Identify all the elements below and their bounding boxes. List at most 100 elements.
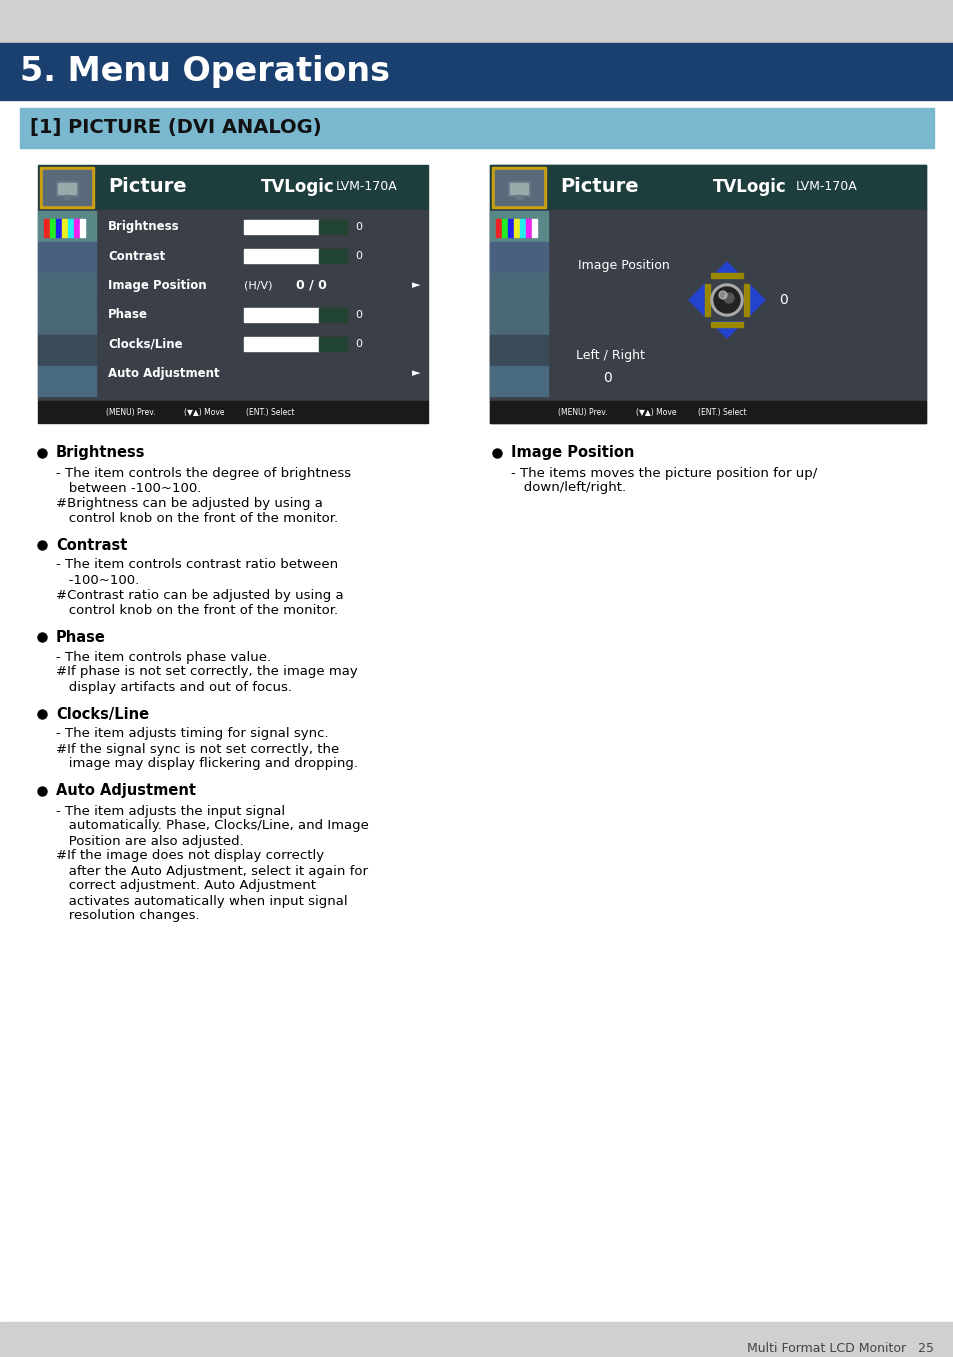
Bar [490,273,547,303]
Text: (▼▲) Move: (▼▲) Move [184,407,224,417]
Bar [74,218,79,237]
Bar [58,183,76,194]
Text: #Contrast ratio can be adjusted by using a: #Contrast ratio can be adjusted by using… [56,589,343,601]
Text: TVLogic: TVLogic [712,178,786,195]
Text: #If phase is not set correctly, the image may: #If phase is not set correctly, the imag… [56,665,357,678]
Bar [50,218,55,237]
Polygon shape [748,284,764,316]
Bar [318,338,347,351]
Polygon shape [710,273,742,278]
Bar [514,218,518,237]
Text: (MENU) Prev.: (MENU) Prev. [106,407,155,417]
Bar [318,308,347,322]
Bar [244,220,347,233]
Text: 0: 0 [355,251,361,261]
Polygon shape [710,322,742,327]
Text: (ENT.) Select: (ENT.) Select [246,407,294,417]
Text: Contrast: Contrast [56,537,128,552]
Bar [490,242,547,271]
Text: (MENU) Prev.: (MENU) Prev. [558,407,607,417]
Bar [490,166,925,423]
Text: Picture: Picture [559,178,638,197]
Text: - The item controls the degree of brightness: - The item controls the degree of bright… [56,467,351,479]
Polygon shape [710,262,742,278]
Polygon shape [688,284,704,316]
Bar [490,304,547,334]
Text: control knob on the front of the monitor.: control knob on the front of the monitor… [56,512,337,525]
Text: down/left/right.: down/left/right. [511,482,625,494]
Bar [38,210,96,242]
Bar [244,308,347,322]
Bar [510,183,527,194]
Text: - The items moves the picture position for up/: - The items moves the picture position f… [511,467,817,479]
Text: 0 / 0: 0 / 0 [295,280,327,292]
Text: ►: ► [412,281,420,290]
Bar [38,166,428,210]
Text: Left / Right: Left / Right [576,350,644,362]
Text: display artifacts and out of focus.: display artifacts and out of focus. [56,680,292,693]
Bar [318,250,347,263]
Bar [244,250,318,263]
Text: image may display flickering and dropping.: image may display flickering and droppin… [56,757,357,771]
Bar [56,180,78,195]
Bar [38,242,96,271]
Bar [38,335,96,365]
Text: 0: 0 [355,221,361,232]
Text: - The item controls contrast ratio between: - The item controls contrast ratio betwe… [56,559,337,571]
Text: Brightness: Brightness [108,220,179,233]
Text: - The item adjusts the input signal: - The item adjusts the input signal [56,805,285,817]
Text: - The item controls phase value.: - The item controls phase value. [56,650,271,664]
Bar [507,180,530,195]
Bar [38,304,96,334]
Text: LVM-170A: LVM-170A [335,180,397,194]
Circle shape [710,284,742,316]
Text: between -100~100.: between -100~100. [56,482,201,494]
Text: -100~100.: -100~100. [56,574,139,586]
Text: #If the signal sync is not set correctly, the: #If the signal sync is not set correctly… [56,742,339,756]
Bar [507,218,513,237]
Bar [244,220,318,233]
Text: Auto Adjustment: Auto Adjustment [108,368,219,380]
Text: Image Position: Image Position [108,280,207,292]
Text: control knob on the front of the monitor.: control knob on the front of the monitor… [56,604,337,616]
Bar [495,170,542,205]
Bar [56,218,61,237]
Bar [20,109,933,148]
Bar [490,335,547,365]
Bar [519,218,524,237]
Bar [0,1322,953,1357]
Text: activates automatically when input signal: activates automatically when input signa… [56,894,347,908]
Text: #Brightness can be adjusted by using a: #Brightness can be adjusted by using a [56,497,322,509]
Bar [38,166,428,423]
Text: [1] PICTURE (DVI ANALOG): [1] PICTURE (DVI ANALOG) [30,118,321,137]
Text: Brightness: Brightness [56,445,146,460]
Text: ►: ► [412,369,420,379]
Polygon shape [704,284,709,316]
Text: Contrast: Contrast [108,250,165,262]
Text: Multi Format LCD Monitor   25: Multi Format LCD Monitor 25 [746,1342,933,1354]
Bar [532,218,537,237]
Bar [40,167,94,208]
Text: resolution changes.: resolution changes. [56,909,199,923]
Text: (ENT.) Select: (ENT.) Select [698,407,745,417]
Bar [44,218,49,237]
Text: #If the image does not display correctly: #If the image does not display correctly [56,849,324,863]
Text: Image Position: Image Position [578,258,669,271]
Text: Picture: Picture [108,178,187,197]
Text: Auto Adjustment: Auto Adjustment [56,783,195,798]
Text: TVLogic: TVLogic [261,178,335,195]
Circle shape [723,293,733,303]
Text: LVM-170A: LVM-170A [795,180,857,194]
Text: - The item adjusts timing for signal sync.: - The item adjusts timing for signal syn… [56,727,328,741]
Text: automatically. Phase, Clocks/Line, and Image: automatically. Phase, Clocks/Line, and I… [56,820,369,832]
Bar [244,250,347,263]
Text: Phase: Phase [56,630,106,645]
Bar [38,273,96,303]
Bar [490,210,547,242]
Bar [41,217,92,239]
Text: (H/V): (H/V) [244,281,273,290]
Bar [244,338,318,351]
Text: correct adjustment. Auto Adjustment: correct adjustment. Auto Adjustment [56,879,315,893]
Bar [318,220,347,233]
Bar [244,338,347,351]
